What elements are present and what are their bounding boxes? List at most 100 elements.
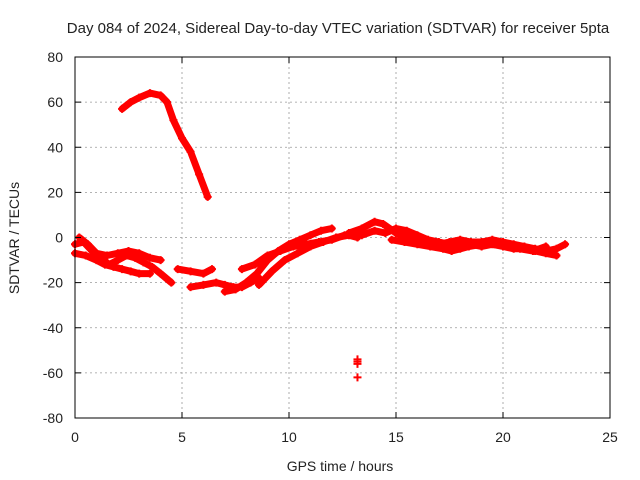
data-point [195,170,204,179]
data-point [353,373,362,382]
data-point [541,249,550,258]
data-point [447,247,456,256]
data-point [199,269,208,278]
data-point [490,240,499,249]
series-isolated [353,355,362,382]
data-point [317,226,326,235]
data-point [81,251,90,260]
data-point [267,267,276,276]
series-arc-high [118,89,212,201]
data-point [552,251,561,260]
data-point [293,249,302,258]
data-point [212,278,221,287]
data-point [280,256,289,265]
y-tick-label: -40 [43,320,63,336]
data-point [319,238,328,247]
data-point [357,224,366,233]
data-point [357,231,366,240]
data-point [126,267,135,276]
x-tick-label: 25 [602,429,618,445]
series-arc-rise-c [255,231,362,289]
y-tick-label: -80 [43,410,63,426]
data-point [113,249,122,258]
data-point [413,240,422,249]
data-point [392,224,400,233]
series-line [221,225,336,296]
data-point [100,260,109,269]
y-tick-label: 60 [47,94,63,110]
data-point [255,280,264,289]
x-axis-label: GPS time / hours [287,458,394,474]
data-point [370,217,379,226]
data-point [413,231,422,240]
data-point [379,219,388,228]
data-point [426,242,435,251]
x-tick-label: 20 [495,429,511,445]
y-tick-label: -20 [43,275,63,291]
data-point [163,98,172,107]
data-point [207,265,216,274]
data-point [456,244,465,253]
data-point [156,91,165,100]
data-point [353,359,362,368]
data-point [169,116,178,125]
data-point [276,247,285,256]
y-tick-label: 80 [47,49,63,65]
series-arc-late-c [387,235,550,256]
data-point [145,89,154,98]
data-point [503,242,512,251]
data-point [402,226,411,235]
data-point [135,249,144,258]
series-line [118,89,212,201]
data-point [124,247,133,256]
data-point [103,251,112,260]
data-point [231,285,240,294]
data-point [552,244,561,253]
data-point [139,258,148,267]
data-point [118,104,127,113]
data-point [477,240,486,249]
data-point [109,262,118,271]
data-point [173,265,182,274]
data-point [400,238,409,247]
data-point [370,226,379,235]
data-point [83,240,92,249]
data-point [332,233,341,242]
data-point [528,247,537,256]
data-point [113,256,122,265]
data-point [306,231,315,240]
data-point [464,242,473,251]
data-point [289,242,298,251]
data-point [387,235,396,244]
data-point [250,260,259,269]
data-point [381,228,390,237]
data-point [92,256,101,265]
data-series [71,89,570,382]
data-point [306,242,315,251]
x-tick-label: 5 [178,429,186,445]
data-point [92,249,101,258]
series-arc-rise-a [220,224,336,296]
y-tick-label: 20 [47,184,63,200]
y-tick-label: 0 [55,230,63,246]
data-point [186,267,195,276]
series-arc-mid-low [173,265,216,278]
data-point [167,278,176,287]
data-point [145,253,154,262]
data-point [561,240,570,249]
data-point [145,269,154,278]
series-arc-early-c [75,233,165,265]
axis-ticks: 0 5 10 15 20 25 -80 -60 -40 -20 0 20 40 60 80 [43,49,618,445]
data-point [135,93,144,102]
data-point [186,147,195,156]
data-point [156,256,165,265]
x-tick-label: 10 [281,429,297,445]
y-tick-label: -60 [43,365,63,381]
y-tick-label: 40 [47,139,63,155]
data-point [126,98,135,107]
data-point [327,224,336,233]
data-point [252,269,261,278]
data-point [220,287,229,296]
data-point [203,192,212,201]
